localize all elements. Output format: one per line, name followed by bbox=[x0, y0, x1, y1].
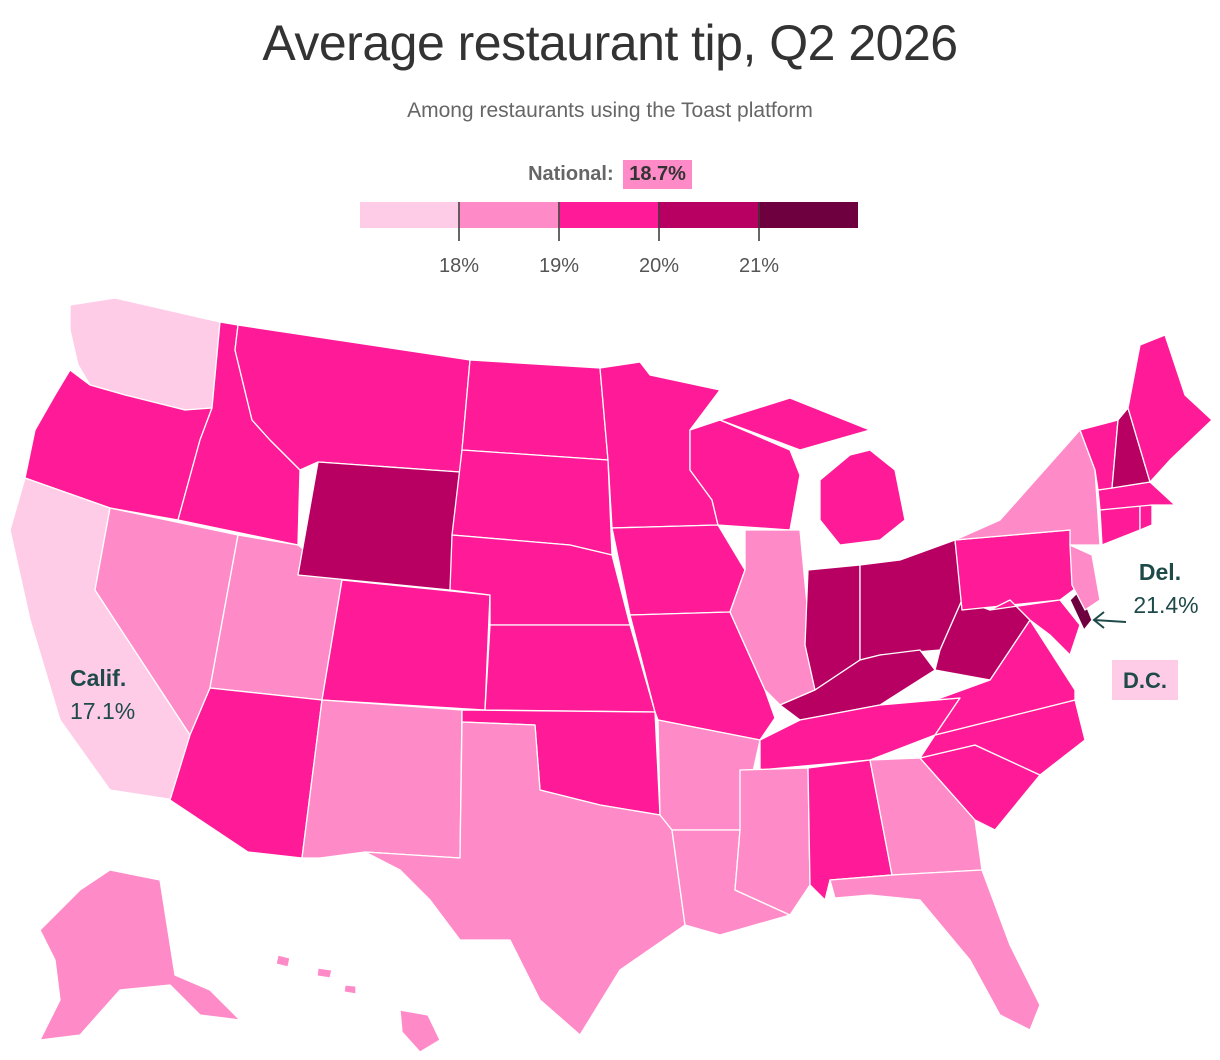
state-pennsylvania bbox=[954, 529, 1081, 611]
calif-value: 17.1% bbox=[70, 698, 135, 724]
state-iowa bbox=[611, 524, 746, 616]
national-label: National: bbox=[528, 163, 614, 185]
state-maryland bbox=[989, 599, 1081, 656]
legend-tick-label-18: 18% bbox=[439, 255, 479, 277]
legend-bin-1 bbox=[360, 202, 460, 228]
dc-swatch bbox=[1112, 660, 1178, 700]
state-new-mexico bbox=[301, 699, 463, 859]
states bbox=[9, 297, 1213, 1053]
state-texas bbox=[364, 721, 686, 1036]
calif-name: Calif. bbox=[70, 665, 126, 691]
legend-tick-label-20: 20% bbox=[639, 255, 679, 277]
dc-name: D.C. bbox=[1123, 668, 1167, 693]
annotation-dc: D.C. bbox=[1112, 660, 1178, 700]
state-new-jersey bbox=[1069, 544, 1101, 611]
state-alaska bbox=[39, 869, 241, 1041]
state-connecticut bbox=[1099, 504, 1141, 546]
legend-bin-4 bbox=[660, 202, 760, 228]
legend-tick-label-21: 21% bbox=[739, 255, 779, 277]
state-rhode-island bbox=[1139, 504, 1153, 531]
del-value: 21.4% bbox=[1133, 592, 1198, 618]
state-wyoming bbox=[297, 461, 461, 591]
chart-title: Average restaurant tip, Q2 2026 bbox=[262, 15, 958, 71]
national-average: National: 18.7% bbox=[0, 160, 1220, 189]
national-value: 18.7% bbox=[623, 160, 692, 189]
state-kansas bbox=[484, 624, 656, 713]
state-georgia bbox=[869, 757, 983, 876]
del-name: Del. bbox=[1139, 559, 1181, 585]
annotation-california: Calif. 17.1% bbox=[70, 665, 135, 724]
legend-bar: 18% 19% 20% 21% bbox=[360, 202, 858, 277]
state-michigan bbox=[719, 397, 906, 546]
state-florida bbox=[829, 869, 1041, 1031]
state-mississippi bbox=[734, 767, 811, 916]
del-arrow bbox=[1092, 611, 1127, 629]
state-hawaii bbox=[275, 954, 441, 1053]
legend-tick-label-19: 19% bbox=[539, 255, 579, 277]
state-illinois bbox=[729, 529, 816, 706]
state-colorado bbox=[321, 579, 491, 711]
state-maine bbox=[1127, 334, 1213, 483]
chart-subtitle: Among restaurants using the Toast platfo… bbox=[407, 99, 813, 122]
state-vermont bbox=[1079, 419, 1119, 491]
legend-bin-5 bbox=[760, 202, 858, 228]
annotation-delaware: Del. 21.4% bbox=[1092, 559, 1199, 629]
state-north-dakota bbox=[461, 359, 609, 461]
legend-bin-3 bbox=[560, 202, 660, 228]
legend-bin-2 bbox=[460, 202, 560, 228]
state-new-york bbox=[954, 429, 1101, 546]
